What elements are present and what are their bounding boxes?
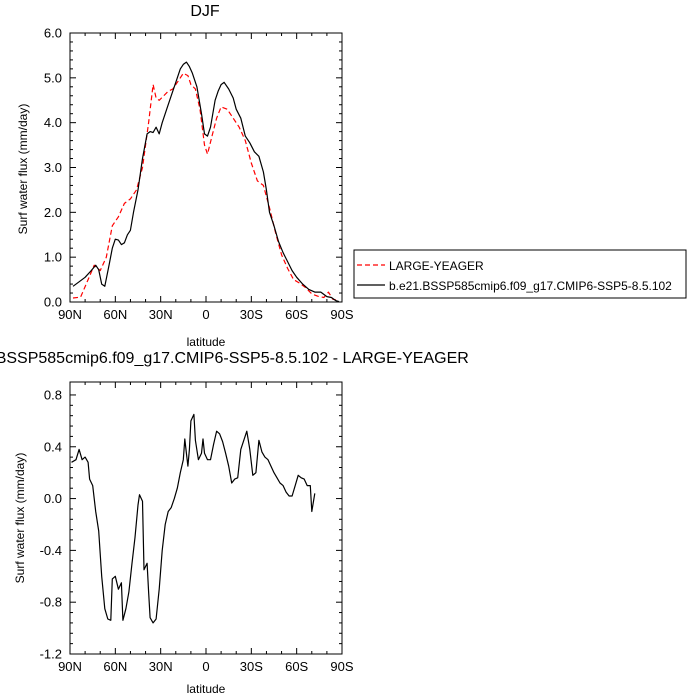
top-y-tick-label: 0.0	[44, 295, 62, 310]
top-chart-legend: LARGE-YEAGER b.e21.BSSP585cmip6.f09_g17.…	[353, 249, 687, 299]
top-x-tick-label: 60N	[103, 307, 127, 322]
top-chart-frame	[69, 32, 343, 303]
bottom-series-line-0	[71, 413, 316, 624]
bottom-x-tick-label: 90S	[330, 659, 353, 674]
top-y-tick-label: 3.0	[44, 160, 62, 175]
bottom-x-tick-label: 0	[202, 659, 209, 674]
top-x-tick-label: 30S	[240, 307, 263, 322]
top-chart-x-axis-title: latitude	[187, 335, 226, 349]
bottom-x-tick-label: 60N	[103, 659, 127, 674]
top-series-line-1	[72, 61, 340, 303]
top-series-line-0	[72, 72, 338, 301]
bottom-chart-panel: b.e21.BSSP585cmip6.f09_g17.CMIP6-SSP5-8.…	[0, 350, 469, 696]
bottom-x-tick-label: 90N	[58, 659, 82, 674]
bottom-y-tick-label: 0.0	[44, 491, 62, 506]
bottom-x-tick-label: 60S	[285, 659, 308, 674]
top-y-tick-label: 2.0	[44, 205, 62, 220]
bottom-chart-title: b.e21.BSSP585cmip6.f09_g17.CMIP6-SSP5-8.…	[0, 350, 469, 367]
top-y-tick-label: 1.0	[44, 250, 62, 265]
top-chart-panel: DJF 90N 60N 30N 0 30S 60S 90S 0.0 1.0 2.0 3.0 4.0 5.…	[16, 3, 687, 349]
top-y-tick-label: 4.0	[44, 115, 62, 130]
top-y-tick-label: 6.0	[44, 26, 62, 41]
bottom-chart-x-axis-title: latitude	[187, 682, 226, 696]
bottom-y-tick-label: -0.4	[40, 543, 62, 558]
top-y-tick-label: 5.0	[44, 70, 62, 85]
legend-box	[353, 249, 687, 299]
bottom-y-tick-label: 0.4	[44, 439, 62, 454]
top-chart-y-axis-title: Surf water flux (mm/day)	[16, 104, 30, 235]
bottom-y-tick-label: 0.8	[44, 387, 62, 402]
bottom-y-tick-label: -1.2	[40, 647, 62, 662]
top-chart-plot-area: 90N 60N 30N 0 30S 60S 90S 0.0 1.0 2.0 3.0 4.0 5.0 6.0	[44, 26, 354, 323]
bottom-chart-plot-area: 90N 60N 30N 0 30S 60S 90S -1.2 -0.8 -0.4 0.0 0.4 0.8	[40, 381, 354, 674]
top-x-tick-label: 90N	[58, 307, 82, 322]
legend-label-large-yeager: LARGE-YEAGER	[389, 259, 484, 273]
bottom-y-tick-label: -0.8	[40, 595, 62, 610]
top-x-tick-label: 90S	[330, 307, 353, 322]
bottom-x-tick-label: 30N	[149, 659, 173, 674]
top-chart-title: DJF	[190, 3, 220, 20]
top-x-tick-label: 60S	[285, 307, 308, 322]
bottom-x-tick-label: 30S	[240, 659, 263, 674]
top-x-tick-label: 0	[202, 307, 209, 322]
top-x-tick-label: 30N	[149, 307, 173, 322]
legend-label-bssp585: b.e21.BSSP585cmip6.f09_g17.CMIP6-SSP5-8.…	[389, 279, 672, 293]
bottom-chart-frame	[69, 381, 343, 655]
bottom-chart-y-axis-title: Surf water flux (mm/day)	[13, 453, 27, 584]
